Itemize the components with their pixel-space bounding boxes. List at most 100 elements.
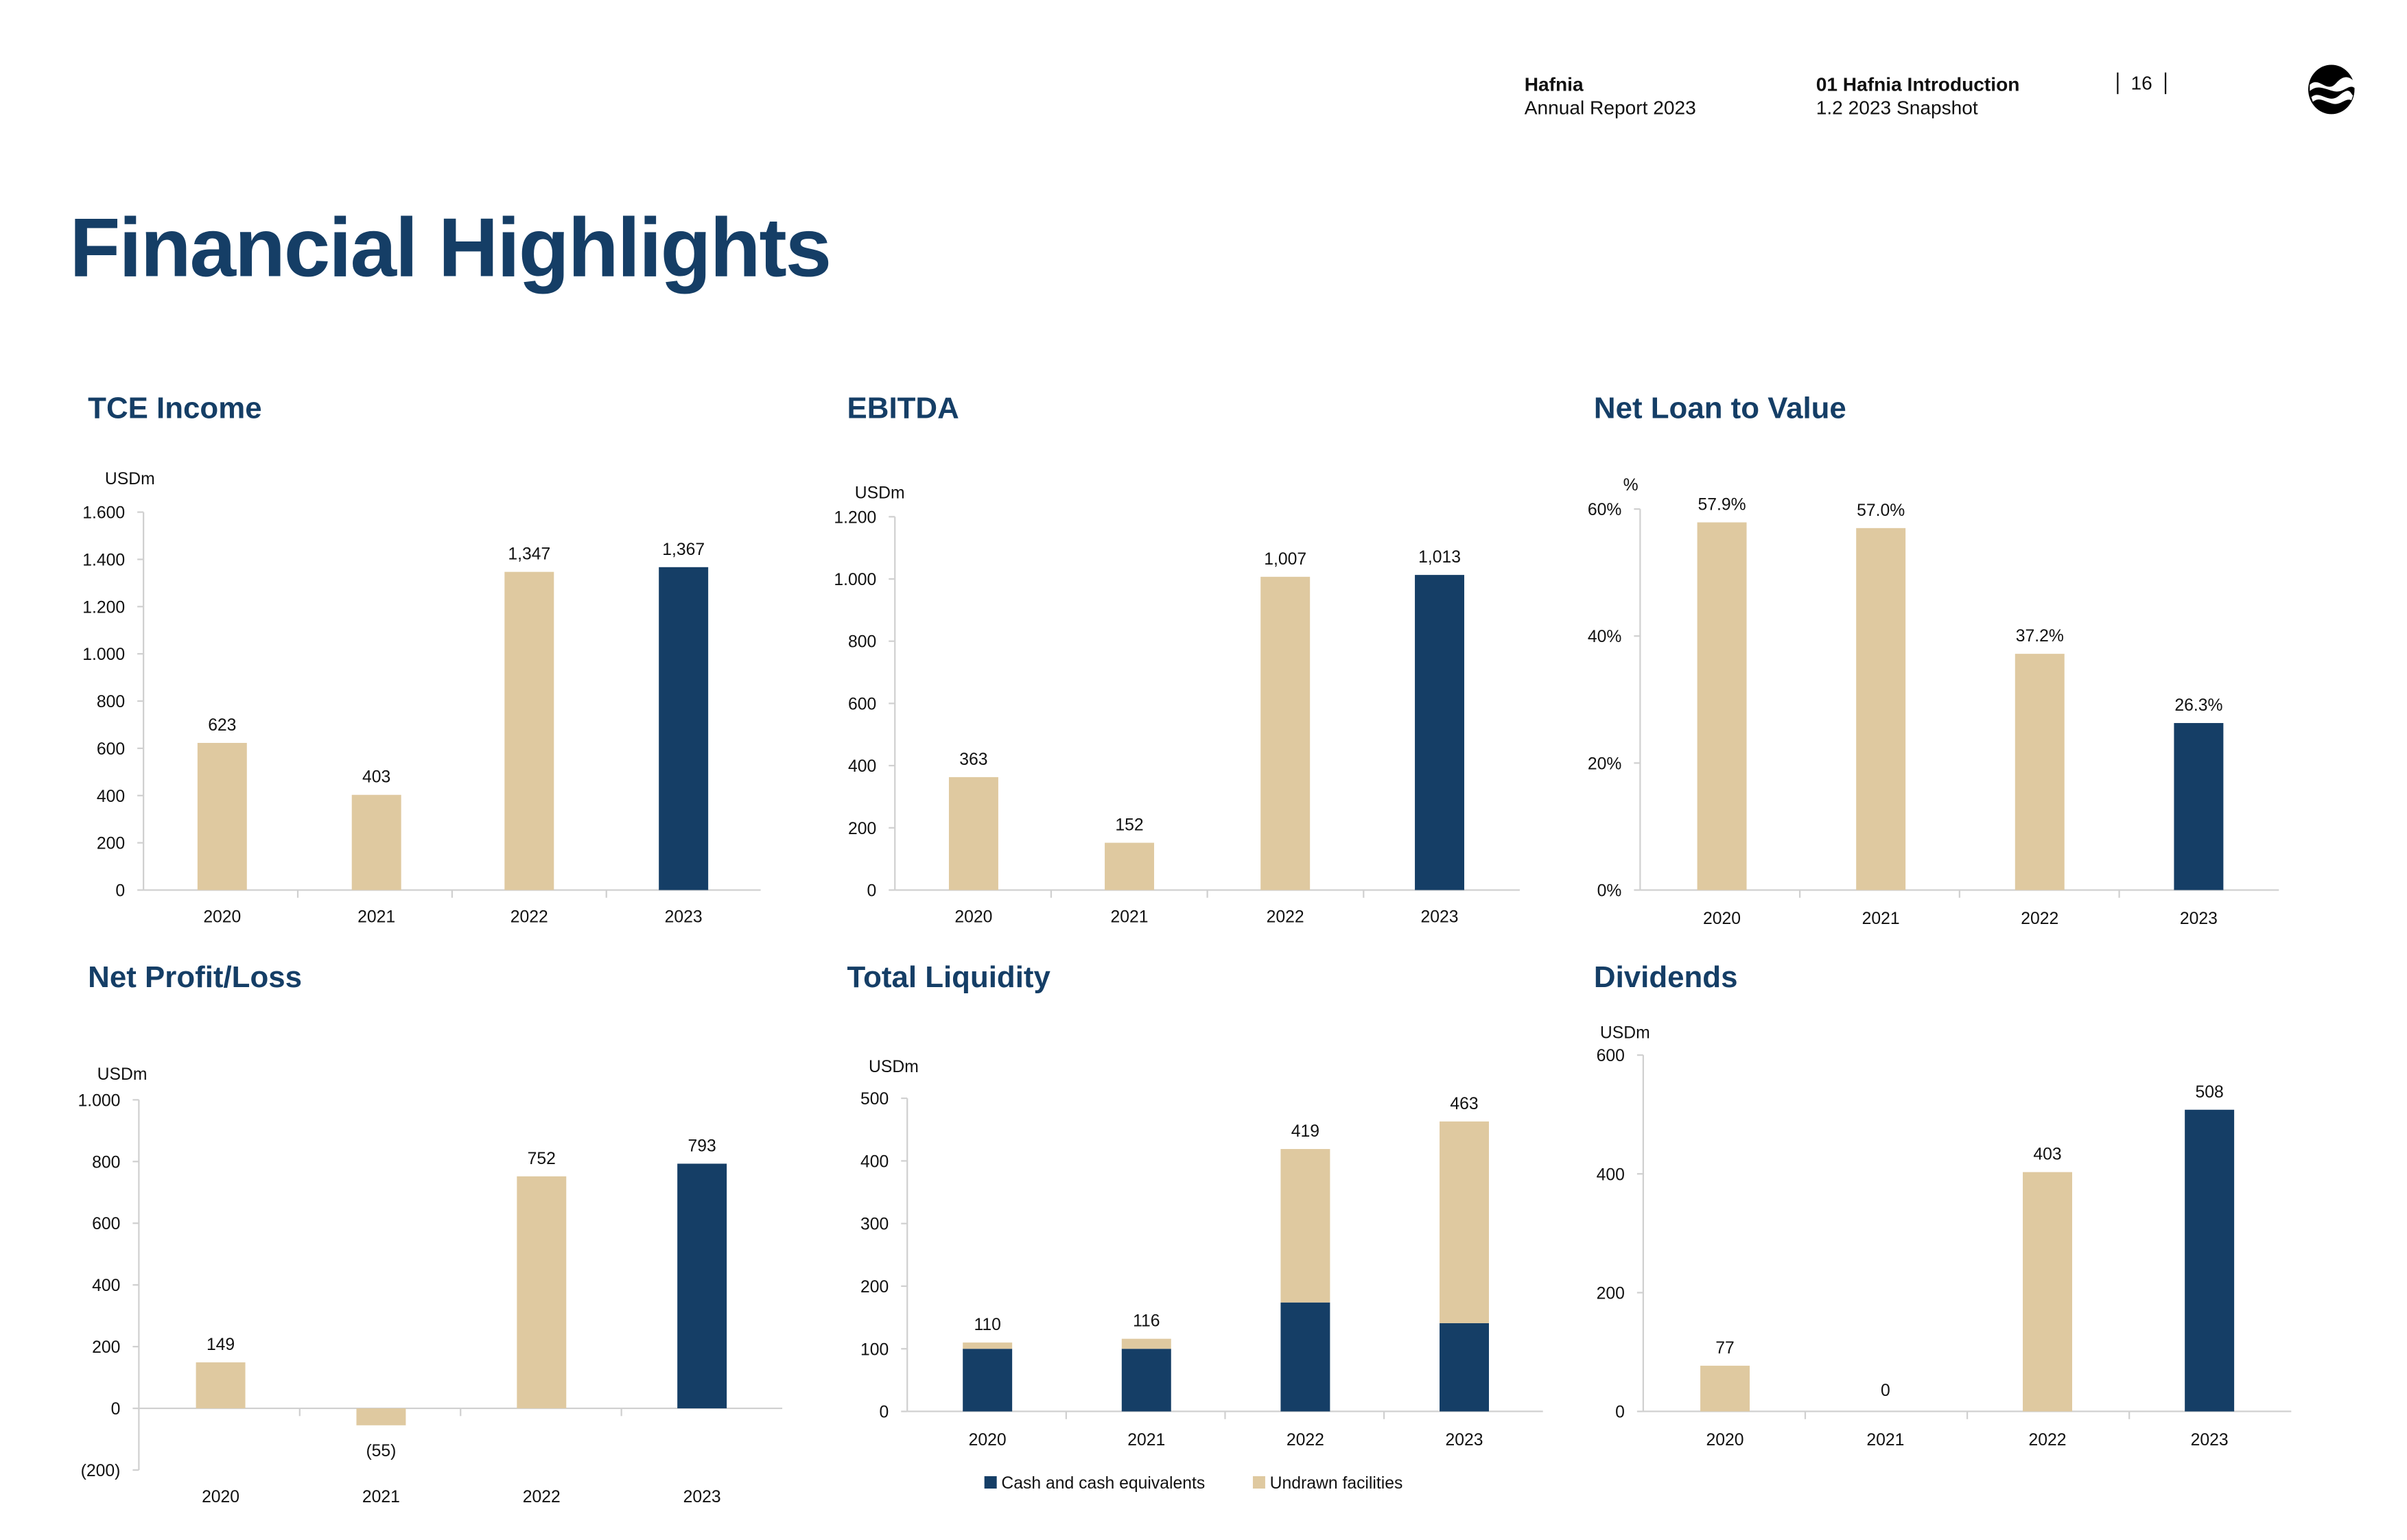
- data-label: 1,367: [662, 541, 705, 559]
- unit-label: USDm: [97, 1065, 148, 1084]
- y-tick-label: 400: [848, 757, 876, 776]
- data-label: 57.9%: [1698, 496, 1746, 514]
- company-name: Hafnia: [1524, 73, 1584, 96]
- x-tick-label: 2020: [969, 1431, 1007, 1449]
- chart-title-total-liquidity: Total Liquidity: [847, 960, 1050, 995]
- bar: [2015, 654, 2065, 890]
- y-tick-label: 600: [1597, 1047, 1625, 1065]
- y-tick-label: 600: [92, 1215, 120, 1233]
- y-tick-label: 1.000: [834, 571, 876, 589]
- y-tick-label: 1.400: [82, 551, 125, 569]
- bar: [659, 567, 709, 890]
- section-info: 01 Hafnia Introduction 1.2 2023 Snapshot: [1816, 74, 2020, 120]
- x-tick-label: 2022: [1287, 1431, 1324, 1449]
- bar: [1415, 575, 1465, 890]
- y-tick-label: 400: [97, 787, 125, 806]
- bar: [196, 1362, 246, 1409]
- y-tick-label: 200: [92, 1338, 120, 1357]
- y-tick-label: 0: [880, 1403, 889, 1422]
- x-tick-label: 2022: [2029, 1431, 2067, 1449]
- chart-title-net-profit-loss: Net Profit/Loss: [88, 960, 303, 995]
- y-tick-label: 800: [92, 1153, 120, 1172]
- bar: [351, 794, 401, 890]
- bar-cash-and-cash-equivalents: [1440, 1323, 1489, 1412]
- data-label: 149: [207, 1336, 235, 1354]
- x-tick-label: 2020: [954, 908, 992, 927]
- data-label: 403: [362, 768, 390, 787]
- x-tick-label: 2020: [1706, 1431, 1744, 1449]
- data-label: 1,013: [1418, 548, 1461, 567]
- data-label: 77: [1715, 1339, 1735, 1358]
- y-tick-label: 20%: [1588, 755, 1621, 773]
- data-label: 37.2%: [2016, 627, 2064, 645]
- x-tick-label: 2020: [203, 908, 241, 927]
- data-label: 363: [959, 750, 987, 769]
- legend-label: Undrawn facilities: [1270, 1474, 1403, 1493]
- x-tick-label: 2023: [665, 908, 703, 927]
- section-name: 01 Hafnia Introduction: [1816, 73, 2020, 96]
- y-tick-label: 800: [848, 633, 876, 652]
- y-tick-label: 600: [848, 695, 876, 713]
- y-tick-label: 1.000: [78, 1091, 121, 1110]
- x-tick-label: 2021: [1866, 1431, 1904, 1449]
- unit-label: USDm: [869, 1058, 919, 1076]
- bar: [1856, 528, 1906, 890]
- x-tick-label: 2021: [1111, 908, 1149, 927]
- data-label: 508: [2196, 1083, 2224, 1102]
- data-label: 1,007: [1264, 550, 1306, 569]
- bar-cash-and-cash-equivalents: [963, 1349, 1013, 1412]
- y-tick-label: 1.200: [82, 598, 125, 617]
- legend-swatch: [984, 1476, 997, 1489]
- data-label: (55): [366, 1442, 396, 1460]
- x-tick-label: 2020: [1703, 910, 1741, 928]
- chart-title-tce-income: TCE Income: [88, 392, 262, 426]
- data-label: 463: [1450, 1095, 1478, 1113]
- bar-undrawn-facilities: [1440, 1121, 1489, 1323]
- y-tick-label: 0: [1615, 1403, 1625, 1422]
- subsection-name: 1.2 2023 Snapshot: [1816, 97, 1978, 119]
- chart-title-ebitda: EBITDA: [847, 392, 959, 426]
- y-tick-label: 200: [1597, 1284, 1625, 1303]
- x-tick-label: 2021: [362, 1488, 400, 1506]
- bar: [2185, 1109, 2235, 1412]
- data-label: 26.3%: [2174, 696, 2222, 715]
- bar: [1105, 842, 1155, 890]
- y-tick-label: 0: [115, 881, 125, 900]
- y-tick-label: 0: [867, 881, 877, 900]
- legend-swatch: [1252, 1476, 1265, 1489]
- y-tick-label: 200: [848, 820, 876, 838]
- x-tick-label: 2023: [2180, 910, 2218, 928]
- y-tick-label: 500: [860, 1090, 889, 1109]
- y-tick-label: (200): [81, 1462, 121, 1480]
- x-tick-label: 2021: [357, 908, 395, 927]
- bar: [1260, 576, 1311, 890]
- bar: [504, 571, 554, 890]
- chart-title-dividends: Dividends: [1593, 960, 1738, 995]
- x-tick-label: 2022: [1267, 908, 1304, 927]
- y-tick-label: 1.200: [834, 508, 876, 527]
- y-tick-label: 100: [860, 1340, 889, 1359]
- bar-cash-and-cash-equivalents: [1121, 1349, 1171, 1412]
- bar: [948, 777, 998, 890]
- y-tick-label: 0: [111, 1400, 121, 1419]
- y-tick-label: 400: [1597, 1165, 1625, 1184]
- y-tick-label: 400: [92, 1277, 120, 1295]
- data-label: 403: [2033, 1146, 2061, 1164]
- page-title: Financial Highlights: [69, 202, 832, 295]
- y-tick-label: 200: [97, 835, 125, 853]
- bar: [197, 742, 247, 890]
- data-label: 110: [974, 1316, 1000, 1334]
- y-tick-label: 40%: [1588, 628, 1621, 646]
- bar-undrawn-facilities: [1121, 1338, 1171, 1349]
- hafnia-logo-icon: [2308, 64, 2355, 115]
- x-tick-label: 2021: [1862, 910, 1900, 928]
- y-tick-label: 200: [860, 1278, 889, 1296]
- bar: [517, 1176, 567, 1409]
- x-tick-label: 2023: [2191, 1431, 2229, 1449]
- bar: [2174, 723, 2224, 890]
- data-label: 623: [208, 716, 236, 735]
- bar-undrawn-facilities: [963, 1342, 1013, 1349]
- data-label: 0: [1881, 1382, 1890, 1400]
- unit-label: USDm: [1600, 1023, 1650, 1042]
